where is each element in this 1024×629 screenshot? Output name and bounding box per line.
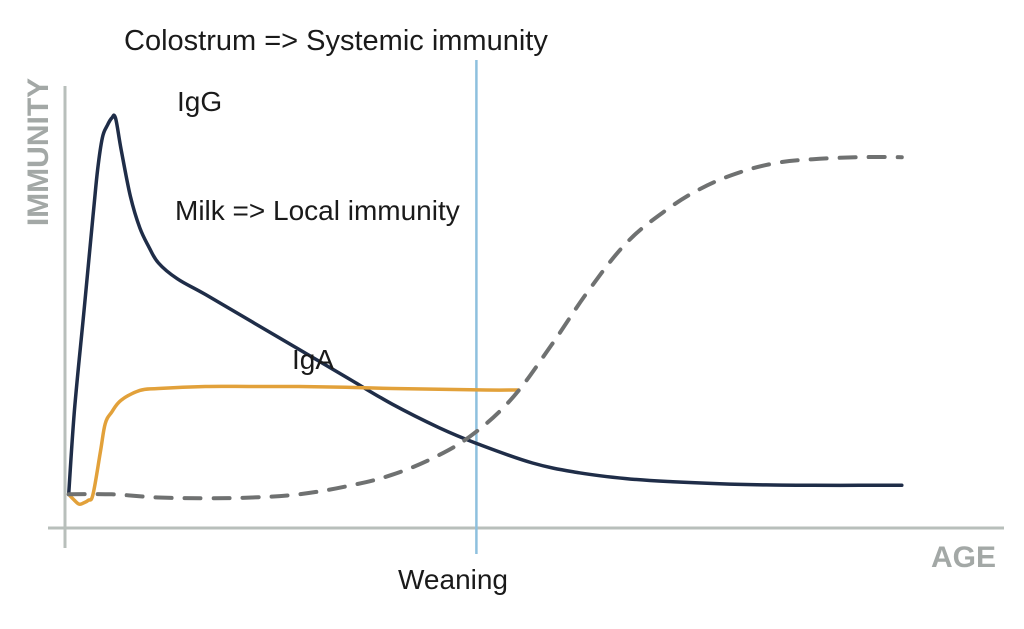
series-line-systemic-immunity xyxy=(66,155,904,501)
series-line-iga xyxy=(66,384,521,506)
colostrum-annotation: Colostrum => Systemic immunity xyxy=(124,25,548,57)
series-layer xyxy=(66,113,904,506)
igg-label: IgG xyxy=(177,86,223,117)
iga-label: IgA xyxy=(292,344,335,375)
weaning-label: Weaning xyxy=(398,564,509,595)
y-axis-title: IMMUNITY xyxy=(22,77,55,227)
series-line-igg xyxy=(66,113,904,497)
milk-annotation: Milk => Local immunity xyxy=(175,195,460,226)
x-axis-title: AGE xyxy=(931,541,997,574)
